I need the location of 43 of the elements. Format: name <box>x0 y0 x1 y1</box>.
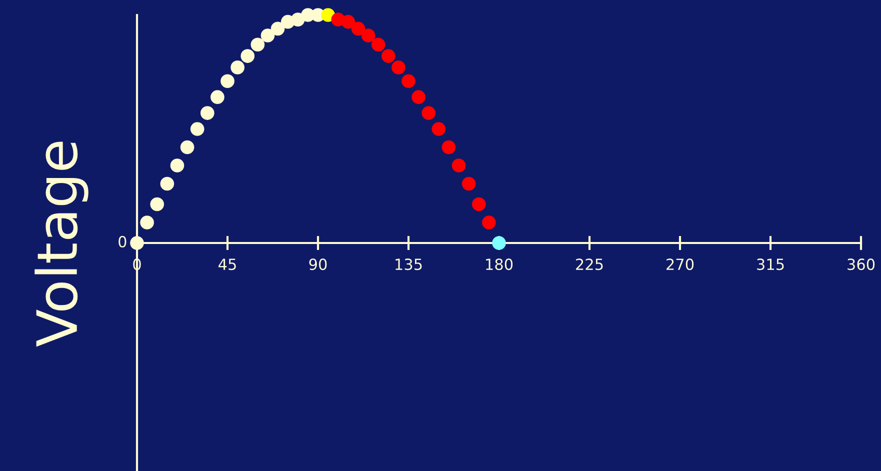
point <box>290 12 305 26</box>
point <box>371 38 386 52</box>
point <box>452 158 466 172</box>
point <box>412 90 426 104</box>
point <box>210 90 224 104</box>
point <box>432 122 446 136</box>
point <box>130 236 144 250</box>
point <box>230 60 244 74</box>
point <box>200 106 214 120</box>
x-tick-label: 45 <box>218 258 236 270</box>
point <box>351 22 366 36</box>
annotation: 0 <box>118 236 126 248</box>
point <box>160 176 174 191</box>
point <box>260 28 275 42</box>
point <box>482 216 496 230</box>
x-tick-label: 315 <box>757 258 784 270</box>
point <box>240 49 255 63</box>
point <box>140 216 154 230</box>
x-tick-label: 360 <box>848 258 875 270</box>
point <box>180 140 194 154</box>
point <box>462 176 476 191</box>
point <box>341 14 356 29</box>
point <box>170 158 184 172</box>
y-axis-title: Voltage <box>34 142 88 347</box>
point <box>392 60 406 74</box>
point <box>321 8 335 22</box>
x-tick-label: 180 <box>486 258 513 270</box>
x-tick-label: 135 <box>396 258 422 270</box>
point <box>492 236 506 250</box>
point <box>361 28 376 42</box>
point <box>250 38 265 52</box>
point <box>472 197 486 212</box>
point <box>190 122 204 136</box>
x-tick-label: 90 <box>309 258 327 270</box>
x-tick-label: 225 <box>576 258 603 270</box>
point <box>150 197 164 212</box>
point <box>422 106 436 120</box>
x-tick-label: 270 <box>666 258 694 270</box>
point <box>402 74 416 88</box>
point <box>442 140 456 154</box>
point <box>220 74 234 88</box>
point <box>270 22 285 36</box>
point <box>381 49 396 63</box>
